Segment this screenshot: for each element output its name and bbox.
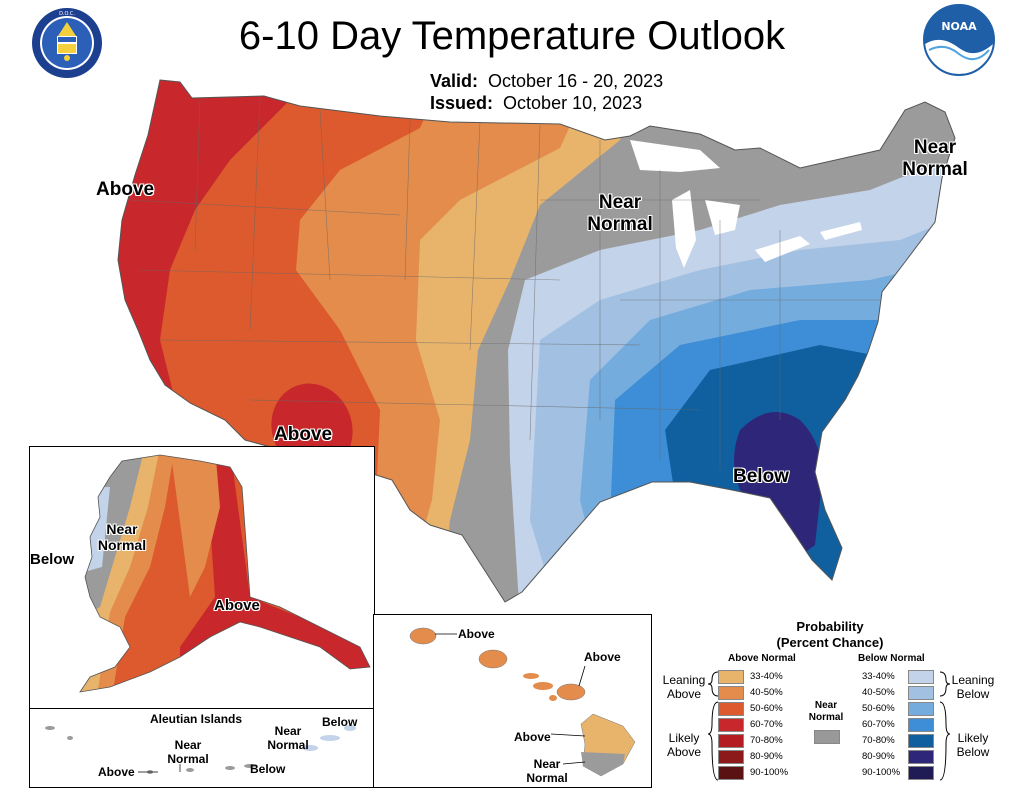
legend-below-range-3: 60-70% [862, 719, 895, 730]
legend-below-range-6: 90-100% [862, 767, 901, 778]
label-near-normal-northeast: Near Normal [902, 137, 968, 180]
department-of-commerce-seal-icon: D.O.C. [32, 8, 102, 78]
label-hawaii-above-2: Above [584, 650, 621, 664]
legend-near-normal-label: Near Normal [808, 700, 844, 723]
legend-below-swatch-3 [908, 718, 934, 732]
legend-above-range-2: 50-60% [750, 703, 783, 714]
label-alaska-below: Below [30, 551, 75, 568]
legend-below-bin-6: 90-100% [862, 766, 934, 780]
label-hawaii-above-3: Above [514, 730, 551, 744]
legend-below-bin-4: 70-80% [862, 734, 934, 748]
aleutian-title: Aleutian Islands [150, 712, 243, 726]
legend-below-swatch-5 [908, 750, 934, 764]
valid-dates: Valid: October 16 - 20, 2023 [430, 70, 663, 92]
label-aleutian-below-2: Below [322, 715, 358, 729]
legend-above-bin-5: 80-90% [718, 750, 783, 764]
label-below-southeast: Below [733, 466, 789, 487]
legend-above-swatch-2 [718, 702, 744, 716]
legend-above-swatch-5 [718, 750, 744, 764]
legend-above-bin-1: 40-50% [718, 686, 783, 700]
legend-above-range-4: 70-80% [750, 735, 783, 746]
legend-below-bin-5: 80-90% [862, 750, 934, 764]
legend-below-swatch-2 [908, 702, 934, 716]
legend-above-bin-2: 50-60% [718, 702, 783, 716]
legend-above-swatch-3 [718, 718, 744, 732]
legend-above-bin-4: 70-80% [718, 734, 783, 748]
legend-below-range-2: 50-60% [862, 703, 895, 714]
legend-above-bin-6: 90-100% [718, 766, 788, 780]
legend-below-bin-3: 60-70% [862, 718, 934, 732]
page-title: 6-10 Day Temperature Outlook [238, 14, 786, 58]
issued-date: Issued: October 10, 2023 [430, 92, 642, 114]
legend-below-range-5: 80-90% [862, 751, 895, 762]
legend-below-swatch-1 [908, 686, 934, 700]
legend-below-range-4: 70-80% [862, 735, 895, 746]
legend-below-range-0: 33-40% [862, 671, 895, 682]
legend-leaning-above: Leaning Above [662, 673, 706, 701]
noaa-logo-icon: NOAA [923, 4, 995, 76]
state-borders [129, 97, 880, 470]
legend-below-range-1: 40-50% [862, 687, 895, 698]
legend-likely-below: Likely Below [956, 731, 990, 759]
legend-below-bin-1: 40-50% [862, 686, 934, 700]
label-alaska-above: Above [214, 597, 260, 614]
legend-below-header: Below Normal [858, 653, 925, 664]
label-alaska-near-normal: Near Normal [97, 521, 147, 553]
legend-likely-above: Likely Above [666, 731, 702, 759]
legend-title-line1: Probability [796, 619, 864, 634]
legend-below-swatch-4 [908, 734, 934, 748]
legend-title-line2: (Percent Chance) [776, 635, 884, 650]
legend-above-swatch-4 [718, 734, 744, 748]
legend-below-swatch-0 [908, 670, 934, 684]
label-aleutian-above: Above [98, 765, 135, 779]
valid-label: Valid: [430, 71, 479, 91]
valid-value: October 16 - 20, 2023 [488, 71, 664, 91]
legend-above-range-1: 40-50% [750, 687, 783, 698]
legend-above-swatch-0 [718, 670, 744, 684]
legend-above-range-0: 33-40% [750, 671, 783, 682]
svg-text:D.O.C.: D.O.C. [59, 11, 75, 17]
legend-above-header: Above Normal [728, 653, 796, 664]
label-above-southwest: Above [274, 424, 333, 445]
hawaii-map [409, 627, 636, 777]
label-aleutian-near-normal-2: Near Normal [267, 724, 309, 752]
legend-above-bin-0: 33-40% [718, 670, 783, 684]
legend-above-swatch-6 [718, 766, 744, 780]
issued-label: Issued: [430, 93, 494, 113]
legend-leaning-below: Leaning Below [951, 673, 995, 701]
label-aleutian-near-normal: Near Normal [167, 738, 209, 766]
legend-below-swatch-6 [908, 766, 934, 780]
legend-braces [707, 671, 951, 781]
legend-near-normal-swatch [814, 730, 840, 744]
legend-above-range-3: 60-70% [750, 719, 783, 730]
legend-above-swatch-1 [718, 686, 744, 700]
aleutian-islands-map [45, 725, 356, 774]
label-near-normal-central: Near Normal [587, 192, 653, 235]
legend-title: Probability (Percent Chance) [760, 619, 900, 651]
legend-below-bin-0: 33-40% [862, 670, 934, 684]
label-hawaii-above-1: Above [458, 627, 495, 641]
issued-value: October 10, 2023 [503, 93, 643, 113]
label-hawaii-near-normal: Near Normal [526, 757, 568, 785]
legend-below-bin-2: 50-60% [862, 702, 934, 716]
legend-above-bin-3: 60-70% [718, 718, 783, 732]
label-aleutian-below-1: Below [250, 762, 286, 776]
legend-above-range-5: 80-90% [750, 751, 783, 762]
alaska-map [79, 454, 371, 693]
noaa-logo-text: NOAA [941, 20, 977, 33]
label-above-west: Above [96, 179, 155, 200]
legend-above-range-6: 90-100% [750, 767, 789, 778]
